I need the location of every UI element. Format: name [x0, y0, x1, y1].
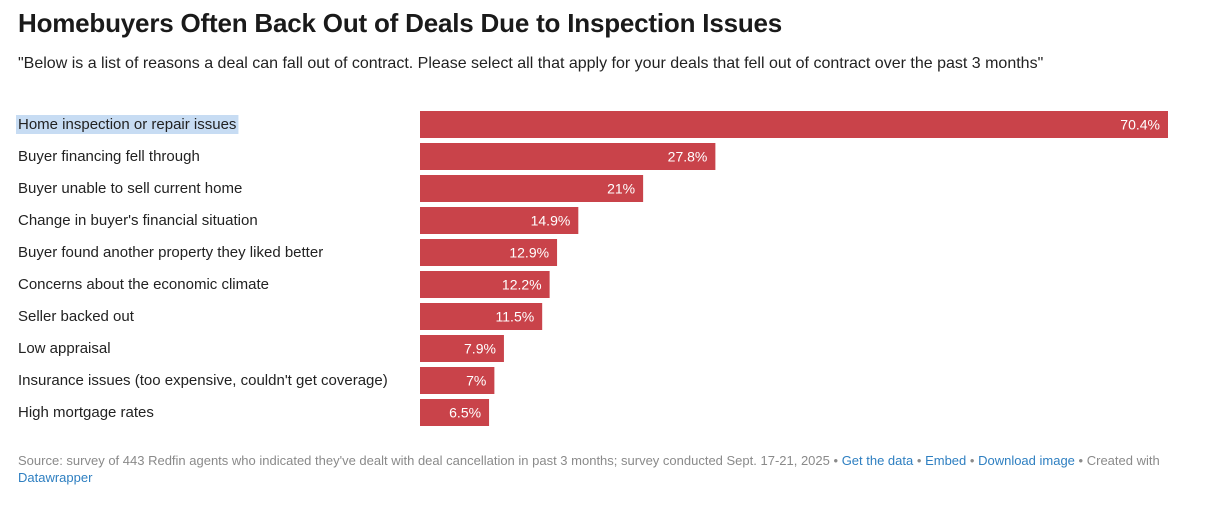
value-label: 14.9% — [531, 213, 571, 229]
bar — [420, 271, 550, 298]
category-label: Change in buyer's financial situation — [18, 212, 258, 229]
category-label: High mortgage rates — [18, 404, 154, 421]
value-label: 6.5% — [449, 405, 481, 421]
bar — [420, 239, 558, 266]
category-label: Low appraisal — [18, 340, 111, 357]
value-label: 21% — [607, 181, 635, 197]
value-label: 12.9% — [509, 245, 549, 261]
bar — [420, 335, 504, 362]
bar — [420, 111, 1168, 138]
value-label: 7% — [466, 373, 486, 389]
bar — [420, 367, 495, 394]
footer-separator: • — [1078, 453, 1084, 468]
value-label: 70.4% — [1120, 117, 1160, 133]
category-label: Buyer unable to sell current home — [18, 180, 242, 197]
category-label: Insurance issues (too expensive, couldn'… — [18, 372, 388, 389]
created-with-text: Created with — [1086, 453, 1160, 468]
value-label: 27.8% — [668, 149, 708, 165]
footer-separator: • — [969, 453, 975, 468]
bar — [420, 399, 490, 426]
datawrapper-link[interactable]: Datawrapper — [18, 470, 93, 485]
value-label: 11.5% — [496, 309, 535, 325]
source-note: Source: survey of 443 Redfin agents who … — [18, 453, 830, 468]
chart-title: Homebuyers Often Back Out of Deals Due t… — [18, 8, 783, 38]
bar-chart: Home inspection or repair issues 70.4% Buy… — [16, 111, 1168, 426]
value-label: 12.2% — [502, 277, 542, 293]
bar — [420, 143, 716, 170]
category-label: Buyer financing fell through — [18, 148, 200, 165]
bar — [420, 303, 543, 330]
value-label: 7.9% — [464, 341, 496, 357]
download-image-link[interactable]: Download image — [978, 453, 1075, 468]
category-label: Home inspection or repair issues — [18, 116, 236, 133]
embed-link[interactable]: Embed — [925, 453, 967, 468]
category-label: Seller backed out — [18, 308, 135, 325]
bar — [420, 207, 579, 234]
get-the-data-link[interactable]: Get the data — [841, 453, 914, 468]
category-label: Buyer found another property they liked … — [18, 244, 323, 261]
footer-separator: • — [833, 453, 839, 468]
chart-footer: Source: survey of 443 Redfin agents who … — [18, 452, 1178, 486]
category-label: Concerns about the economic climate — [18, 276, 269, 293]
footer-separator: • — [916, 453, 922, 468]
bar — [420, 175, 644, 202]
chart-subtitle: "Below is a list of reasons a deal can f… — [18, 55, 1044, 72]
category-highlight — [16, 115, 239, 134]
